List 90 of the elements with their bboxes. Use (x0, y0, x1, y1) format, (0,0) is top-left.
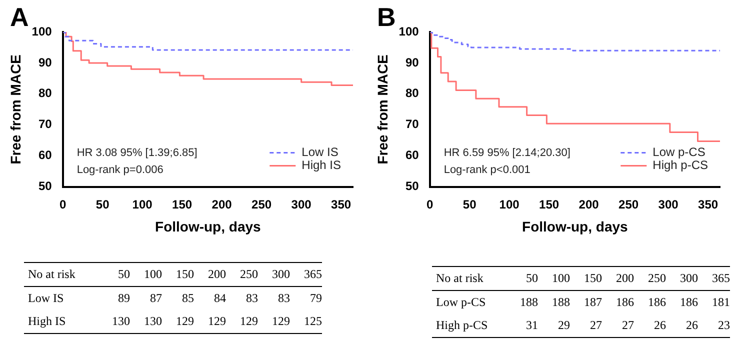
data-label: 188 (519, 294, 538, 311)
data-label: 23 (698, 314, 730, 338)
y-tick-label: 80 (405, 86, 420, 100)
data-label: 27 (602, 314, 634, 338)
x-tick-label: 300 (291, 197, 312, 212)
data-label: 186 (647, 294, 666, 311)
y-tick-label: 80 (38, 86, 52, 100)
x-tick-label: 350 (698, 197, 718, 212)
y-tick-label: 60 (405, 148, 420, 162)
legend-label: High IS (302, 158, 342, 172)
category-label: 300 (666, 266, 698, 290)
data-label: 188 (551, 294, 570, 311)
x-tick-label: 0 (59, 197, 66, 212)
x-tick-label: 100 (499, 197, 520, 212)
x-tick-label: 150 (539, 197, 560, 212)
category-label: 50 (98, 262, 130, 286)
x-axis-title: Follow-up, days (522, 218, 628, 234)
category-label: 150 (162, 262, 194, 286)
data-label: 83 (277, 290, 290, 307)
data-label: 187 (583, 294, 602, 311)
y-tick-label: 50 (405, 179, 420, 194)
x-tick-label: 100 (132, 197, 153, 212)
x-tick-label: 150 (172, 197, 192, 212)
annotation: Log-rank p=0.006 (76, 164, 164, 176)
text: Low p-CS (435, 294, 487, 311)
category-label: 365 (698, 266, 730, 290)
data-label: 83 (245, 290, 258, 307)
data-label: 29 (538, 314, 570, 338)
data-label: 130 (98, 310, 130, 334)
category-label: 100 (130, 262, 162, 286)
data-label: 79 (309, 290, 322, 307)
data-label: 186 (679, 294, 698, 311)
data-label: 186 (615, 294, 634, 311)
annotation: HR 6.59 95% [2.14;20.30] (444, 146, 570, 159)
data-label: 129 (258, 310, 290, 334)
y-tick-label: 70 (38, 117, 52, 132)
data-label: 129 (226, 310, 258, 334)
data-label: 181 (711, 294, 730, 311)
x-tick-label: 250 (618, 197, 639, 212)
text: High p-CS (432, 314, 506, 338)
x-tick-label: 350 (331, 197, 352, 212)
data-label: 125 (290, 310, 322, 334)
x-tick-label: 50 (96, 197, 110, 212)
x-tick-label: 300 (658, 197, 679, 212)
category-label: 365 (290, 262, 322, 286)
data-label: 87 (149, 290, 162, 307)
y-tick-label: 90 (405, 55, 420, 70)
text: No at risk (24, 262, 98, 286)
y-tick-label: 90 (38, 55, 52, 70)
y-axis-title: Free from MACE (374, 54, 390, 164)
data-label: 130 (130, 310, 162, 334)
y-tick-label: 100 (32, 24, 52, 38)
category-label: 200 (602, 266, 634, 290)
y-tick-label: 70 (405, 117, 420, 132)
text: High IS (24, 310, 98, 334)
text: Low IS (27, 290, 65, 307)
category-label: 50 (506, 266, 538, 290)
y-tick-label: 50 (38, 179, 52, 194)
legend-label: High p-CS (652, 158, 708, 172)
x-tick-label: 200 (212, 197, 232, 212)
x-tick-label: 200 (578, 197, 600, 212)
category-label: 200 (194, 262, 226, 286)
y-tick-label: 60 (38, 148, 52, 162)
data-label: 26 (634, 314, 666, 338)
category-label: 250 (226, 262, 258, 286)
y-axis-title: Free from MACE (7, 54, 24, 164)
x-tick-label: 0 (426, 197, 434, 212)
category-label: 100 (538, 266, 570, 290)
data-label: 129 (194, 310, 226, 334)
data-label: 129 (162, 310, 194, 334)
x-tick-label: 50 (462, 197, 477, 212)
data-label: 27 (570, 314, 602, 338)
category-label: 300 (258, 262, 290, 286)
category-label: 250 (634, 266, 666, 290)
data-label: 31 (506, 314, 538, 338)
text: No at risk (432, 266, 506, 290)
annotation: Log-rank p<0.001 (444, 164, 530, 176)
data-label: 85 (181, 290, 194, 307)
chart-title: A (10, 2, 29, 33)
y-tick-label: 100 (398, 24, 420, 38)
data-label: 89 (117, 290, 130, 307)
data-label: 84 (213, 290, 226, 307)
category-label: 150 (570, 266, 602, 290)
annotation: HR 3.08 95% [1.39;6.85] (76, 146, 198, 159)
legend-label: Low IS (302, 145, 338, 160)
chart-title: B (377, 2, 396, 33)
x-axis-title: Follow-up, days (155, 218, 262, 234)
legend-label: Low p-CS (652, 145, 706, 160)
x-tick-label: 250 (252, 197, 272, 212)
data-label: 26 (666, 314, 698, 338)
